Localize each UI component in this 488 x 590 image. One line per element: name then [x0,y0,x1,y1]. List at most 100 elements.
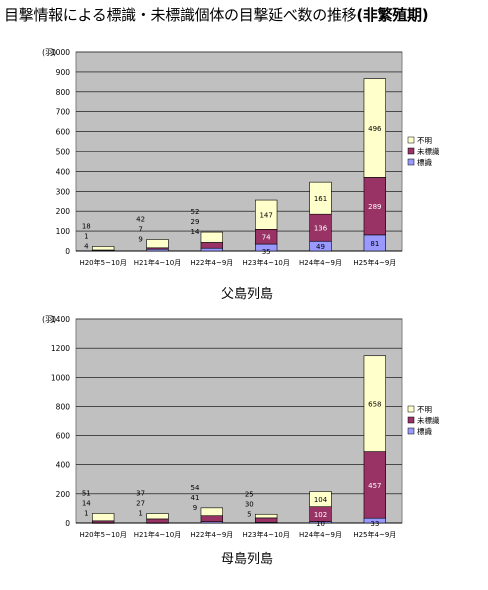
legend-label-unknown: 不明 [417,405,432,414]
y-tick-label: 200 [56,207,71,216]
data-label-tagged: 4 [84,242,89,250]
bar-unknown [309,491,332,507]
y-tick-label: 700 [56,108,71,117]
data-label-untagged: 289 [368,203,381,211]
bar-unknown [200,231,223,243]
data-label-tagged: 49 [316,243,325,251]
y-tick-label: 900 [56,68,71,77]
plot-area [75,318,403,524]
data-label-tagged: 33 [370,520,379,528]
y-tick-label: 0 [65,519,70,528]
y-tick-label: 200 [56,490,71,499]
y-tick-label: 1200 [51,344,70,353]
data-label-untagged: 30 [245,500,254,508]
y-tick-label: 800 [56,88,71,97]
legend-label-unknown: 不明 [417,136,432,145]
bar-unknown [92,246,115,251]
data-label-tagged: 14 [191,228,200,236]
chart-2: 0200400600800100012001400(羽)11451H20年5~1… [42,315,440,567]
data-label-untagged: 14 [82,499,91,507]
data-label-unknown: 161 [314,195,327,203]
x-tick-label: H25年4~9月 [353,258,396,267]
data-label-unknown: 658 [368,401,381,409]
y-tick-label: 400 [56,167,71,176]
y-tick-label: 1000 [51,373,70,382]
y-axis-label: (羽) [42,315,56,324]
data-label-tagged: 9 [193,504,197,512]
page-title: 目撃情報による標識・未標識個体の目撃延べ数の推移(非繁殖期) [4,4,429,25]
legend-swatch-unknown [407,136,415,144]
y-tick-label: 100 [56,227,71,236]
page-title-main: 目撃情報による標識・未標識個体の目撃延べ数の推移 [4,6,357,24]
y-tick-label: 0 [65,247,70,256]
x-tick-label: H23年4~10月 [242,530,289,539]
x-tick-label: H24年4~9月 [299,530,342,539]
x-tick-label: H21年4~10月 [134,258,181,267]
y-tick-label: 1000 [51,48,70,57]
data-label-unknown: 496 [368,125,382,133]
data-label-untagged: 136 [314,225,328,233]
data-label-unknown: 25 [245,490,254,498]
data-label-unknown: 51 [82,489,91,497]
bar-unknown [200,507,223,517]
legend-label-untagged: 未標識 [417,415,440,425]
data-label-unknown: 147 [259,212,272,220]
data-label-tagged: 10 [316,520,325,528]
data-label-tagged: 5 [247,510,251,518]
data-label-untagged: 457 [368,482,381,490]
bar-unknown [255,513,278,519]
data-label-tagged: 1 [138,510,142,518]
legend-label-tagged: 標識 [417,426,432,436]
y-tick-label: 600 [56,432,71,441]
y-tick-label: 500 [56,148,71,157]
bar-unknown [146,513,169,520]
data-label-tagged: 1 [84,509,88,517]
data-label-untagged: 74 [262,234,271,242]
bar-unknown [92,513,115,522]
legend-swatch-untagged [407,416,415,424]
x-tick-label: H20年5~10月 [79,258,126,267]
y-tick-label: 800 [56,402,71,411]
bar-untagged [255,517,278,523]
data-label-untagged: 29 [191,218,200,226]
data-label-unknown: 42 [136,215,145,223]
bar-untagged [200,515,223,522]
legend-swatch-tagged [407,158,415,166]
x-tick-label: H22年4~9月 [190,530,233,539]
legend-swatch-tagged [407,427,415,435]
y-tick-label: 1400 [51,315,70,324]
bar-untagged [146,518,169,524]
data-label-tagged: 81 [370,240,379,248]
bar-tagged [200,247,223,252]
data-label-untagged: 7 [138,225,142,233]
x-tick-label: H24年4~9月 [299,258,342,267]
data-label-unknown: 104 [314,496,328,504]
y-tick-label: 600 [56,128,71,137]
x-tick-label: H20年5~10月 [79,530,126,539]
chart-1: 0 100 200 300 400 500 600 700 800 900 1000(羽) 4 1 18 H… [42,48,440,302]
page-title-suffix: (非繁殖期) [356,6,429,24]
data-label-untagged: 102 [314,511,327,519]
bar-unknown [255,199,278,230]
bar-unknown [309,181,332,215]
legend-label-untagged: 未標識 [417,146,440,156]
x-tick-label: H25年4~9月 [353,530,396,539]
data-label-unknown: 52 [191,208,200,216]
x-tick-label: H21年4~10月 [134,530,181,539]
x-tick-label: H23年4~10月 [242,258,289,267]
bar-untagged [92,520,115,524]
data-label-unknown: 54 [191,484,200,492]
bar-unknown [146,239,169,249]
legend-label-tagged: 標識 [417,157,432,167]
data-label-unknown: 18 [82,222,91,230]
data-label-tagged: 9 [138,235,142,243]
data-label-untagged: 1 [84,232,88,240]
data-label-untagged: 27 [136,500,145,508]
data-label-unknown: 37 [136,490,145,498]
y-tick-label: 300 [56,187,71,196]
bar-unknown [363,78,387,178]
legend-swatch-unknown [407,405,415,413]
